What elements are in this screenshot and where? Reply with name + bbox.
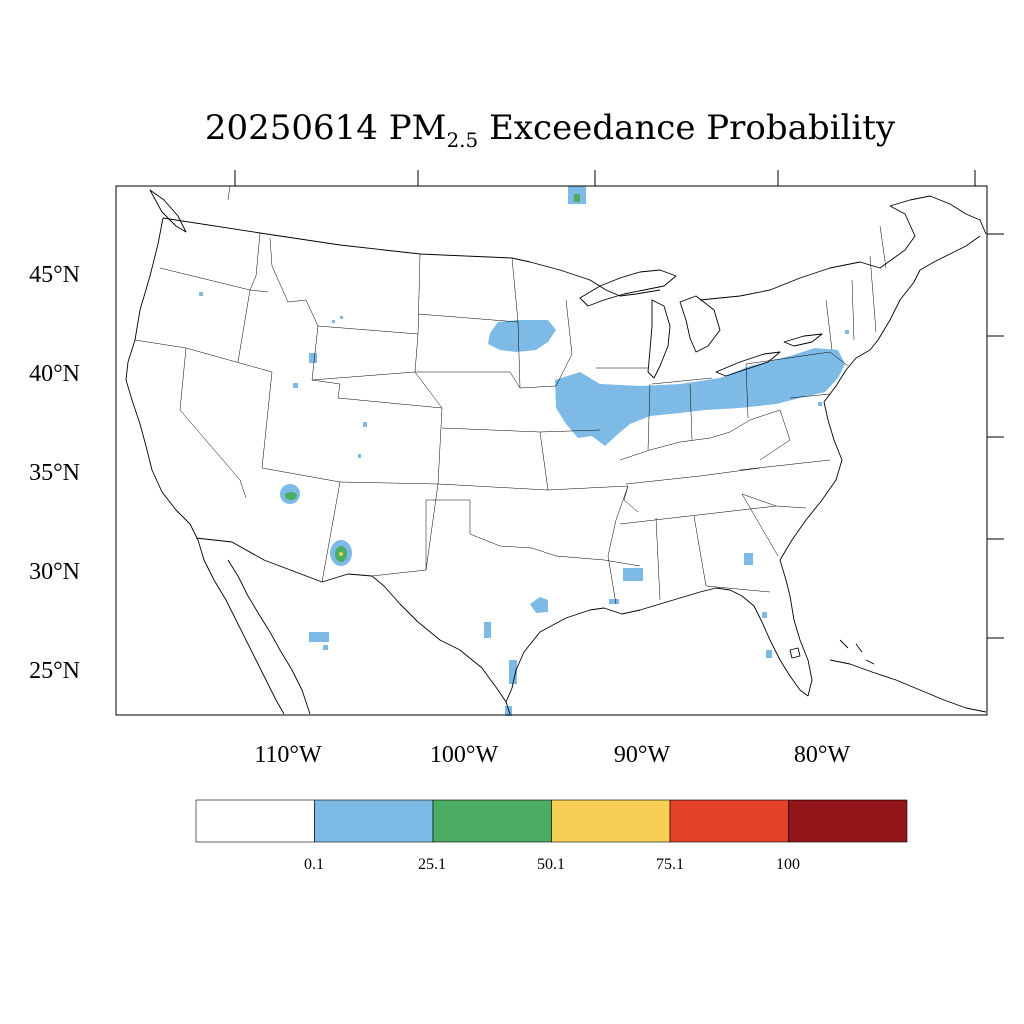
state-borders bbox=[134, 185, 887, 605]
colorbar-labels: 0.1 25.1 50.1 75.1 100 bbox=[304, 856, 800, 873]
texas-patch-central bbox=[484, 622, 491, 638]
title-date: 20250614 bbox=[204, 108, 378, 148]
colorbar-label-2: 25.1 bbox=[418, 856, 446, 873]
pacific-coastline bbox=[125, 217, 199, 541]
mexico-gulf-coast bbox=[505, 701, 511, 715]
latitude-labels: 45°N 40°N 35°N 30°N 25°N bbox=[29, 262, 80, 684]
title-text: Exceedance Probability bbox=[489, 108, 896, 148]
texas-coast-patch-2 bbox=[505, 706, 512, 716]
lat-label-45: 45°N bbox=[29, 262, 80, 288]
montana-speck-2 bbox=[340, 316, 343, 319]
colorbar-label-3: 50.1 bbox=[537, 856, 565, 873]
vancouver-island bbox=[149, 189, 187, 233]
arizona-fire-core bbox=[285, 492, 297, 500]
nova-scotia bbox=[919, 235, 981, 271]
baja-coastline bbox=[197, 539, 285, 715]
colorbar-bin-5 bbox=[669, 799, 789, 843]
lake-superior bbox=[579, 269, 677, 307]
georgia-patch bbox=[744, 553, 753, 565]
axis-ticks bbox=[234, 170, 1004, 639]
colorbar-label-1: 0.1 bbox=[304, 856, 324, 873]
coastlines-and-borders bbox=[125, 189, 987, 715]
florida-speck bbox=[762, 612, 767, 618]
mexico-patch bbox=[309, 632, 329, 642]
probability-shading bbox=[199, 186, 849, 716]
colorbar-bin-1 bbox=[195, 799, 315, 843]
colorbar-bin-3 bbox=[432, 799, 552, 843]
gulf-speck bbox=[609, 599, 619, 604]
montana-speck bbox=[332, 320, 335, 323]
bahamas bbox=[839, 639, 875, 665]
newmexico-fire-peak bbox=[339, 552, 343, 556]
colorado-speck bbox=[363, 422, 367, 427]
colorbar-bin-6 bbox=[788, 799, 908, 843]
colorbar-bin-2 bbox=[314, 799, 434, 843]
colorado-speck-2 bbox=[358, 454, 361, 458]
lon-label-110: 110°W bbox=[254, 742, 322, 768]
lake-huron bbox=[679, 295, 721, 353]
colorbar-label-5: 100 bbox=[776, 856, 800, 873]
chesapeake-speck bbox=[818, 402, 822, 406]
us-canada-border bbox=[162, 205, 916, 301]
longitude-labels: 110°W 100°W 90°W 80°W bbox=[254, 742, 850, 768]
lat-label-30: 30°N bbox=[29, 559, 80, 585]
map-title: 20250614 PM2.5 Exceedance Probability bbox=[0, 108, 1024, 152]
mexico-speck bbox=[323, 645, 328, 650]
utah-speck bbox=[293, 383, 298, 388]
idaho-speck bbox=[199, 292, 203, 296]
lake-erie bbox=[715, 351, 781, 377]
colorbar-bins bbox=[195, 799, 908, 843]
gulf-coastline bbox=[505, 587, 809, 703]
cuba-coast bbox=[829, 659, 987, 713]
title-species-subscript: 2.5 bbox=[446, 128, 479, 152]
colorbar-label-4: 75.1 bbox=[656, 856, 684, 873]
midwest-smoke-band bbox=[555, 348, 845, 446]
lake-okeechobee bbox=[789, 647, 801, 659]
lake-michigan bbox=[647, 299, 671, 379]
colorbar: 0.1 25.1 50.1 75.1 100 bbox=[195, 799, 908, 873]
atlantic-coastline bbox=[779, 269, 921, 697]
title-species: PM bbox=[388, 108, 447, 148]
maritime-coast bbox=[889, 195, 987, 235]
canada-patch-core bbox=[574, 194, 580, 202]
lat-label-35: 35°N bbox=[29, 460, 80, 486]
lon-label-100: 100°W bbox=[430, 742, 499, 768]
newengland-speck bbox=[845, 330, 849, 334]
wyoming-patch bbox=[309, 353, 317, 363]
lon-label-90: 90°W bbox=[614, 742, 671, 768]
texas-patch-east bbox=[530, 597, 548, 613]
mexico-mainland-coast bbox=[227, 559, 311, 715]
louisiana-patch bbox=[623, 568, 643, 581]
lat-label-25: 25°N bbox=[29, 658, 80, 684]
lon-label-80: 80°W bbox=[794, 742, 851, 768]
us-mexico-border bbox=[195, 537, 507, 703]
lat-label-40: 40°N bbox=[29, 361, 80, 387]
colorbar-bin-4 bbox=[551, 799, 671, 843]
lake-ontario bbox=[783, 333, 823, 347]
florida-speck-2 bbox=[766, 650, 772, 658]
iowa-smoke-patch bbox=[488, 320, 556, 352]
map-frame bbox=[115, 185, 988, 716]
texas-coast-patch bbox=[509, 660, 517, 684]
